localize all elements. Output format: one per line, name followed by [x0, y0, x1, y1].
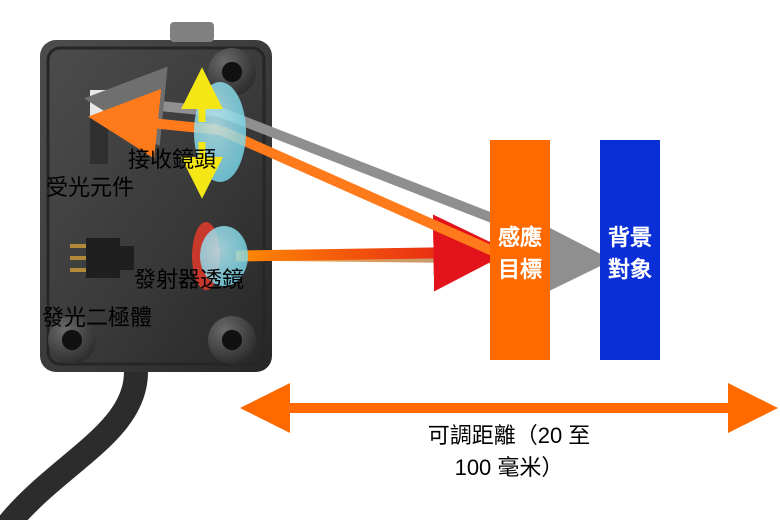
receiver-lens-label: 接收鏡頭 [128, 142, 216, 174]
receiver-element-label: 受光元件 [46, 170, 134, 202]
sensor-cable [10, 372, 136, 520]
sensing-target-label: 感應 目標 [490, 220, 550, 284]
sensor-top-connector [170, 22, 214, 42]
adjustable-distance-label: 可調距離（20 至 100 毫米） [389, 418, 629, 482]
background-object-label: 背景 對象 [600, 220, 660, 284]
emitter-lens-label: 發射器透鏡 [134, 262, 244, 294]
emitter-diode-label: 發光二極體 [42, 300, 152, 332]
light-receiving-element-bottom [90, 118, 108, 164]
emit-beam-to-target [236, 252, 495, 256]
